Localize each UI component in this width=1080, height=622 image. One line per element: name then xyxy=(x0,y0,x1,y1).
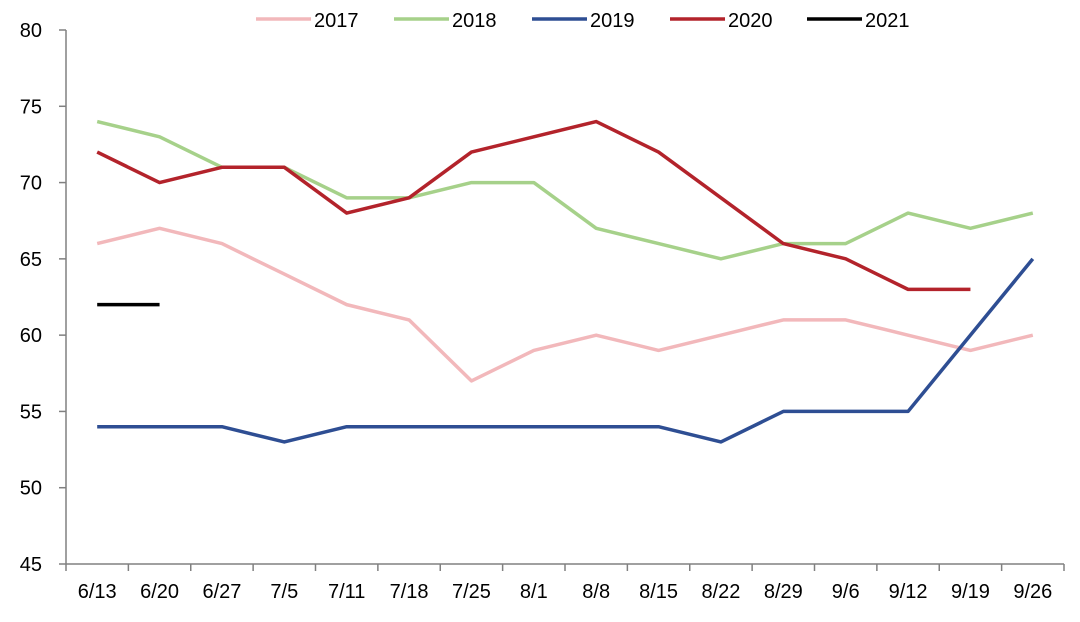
legend-item-2018: 2018 xyxy=(394,10,497,32)
x-tick-label: 7/18 xyxy=(390,581,429,603)
axes: 45 50 55 60 65 70 75 80 6/13 6/20 6/27 7/5 7/11 7/18 7… xyxy=(20,20,1065,603)
series-line-2017 xyxy=(96,226,1034,383)
legend-label: 2019 xyxy=(590,10,635,32)
x-tick-label: 9/19 xyxy=(951,581,990,603)
y-tick-label: 65 xyxy=(20,249,42,271)
y-tick-label: 75 xyxy=(20,96,42,118)
legend-item-2017: 2017 xyxy=(256,10,359,32)
x-tick-label: 8/22 xyxy=(701,581,740,603)
x-tick-label: 9/6 xyxy=(832,581,860,603)
x-tick-label: 8/15 xyxy=(639,581,678,603)
legend-label: 2020 xyxy=(728,10,773,32)
legend-item-2020: 2020 xyxy=(670,10,773,32)
legend-item-2021: 2021 xyxy=(807,10,910,32)
x-tick-label: 9/26 xyxy=(1013,581,1052,603)
y-tick-label: 80 xyxy=(20,20,42,42)
x-tick-label: 6/20 xyxy=(140,581,179,603)
x-tick-label: 8/1 xyxy=(520,581,548,603)
legend-item-2019: 2019 xyxy=(532,10,635,32)
legend-label: 2017 xyxy=(314,10,359,32)
x-tick-label: 8/8 xyxy=(582,581,610,603)
y-tick-label: 55 xyxy=(20,401,42,423)
legend: 2017 2018 2019 2020 2021 xyxy=(256,10,910,32)
x-tick-label: 7/11 xyxy=(328,581,365,603)
x-tick-label: 8/29 xyxy=(764,581,803,603)
x-tick-label: 9/12 xyxy=(889,581,928,603)
legend-label: 2018 xyxy=(452,10,497,32)
y-tick-label: 70 xyxy=(20,173,42,195)
series-line-2019 xyxy=(97,257,1035,444)
legend-label: 2021 xyxy=(865,10,910,32)
series-line-2020 xyxy=(96,119,971,292)
x-tick-label: 7/25 xyxy=(452,581,491,603)
y-tick-label: 50 xyxy=(20,478,42,500)
y-tick-label: 60 xyxy=(20,325,42,347)
series-layer xyxy=(96,119,1035,444)
x-tick-label: 6/13 xyxy=(78,581,117,603)
x-tick-label: 7/5 xyxy=(270,581,298,603)
y-tick-label: 45 xyxy=(20,554,42,576)
series-line-2018 xyxy=(96,119,1034,261)
x-tick-label: 6/27 xyxy=(202,581,241,603)
